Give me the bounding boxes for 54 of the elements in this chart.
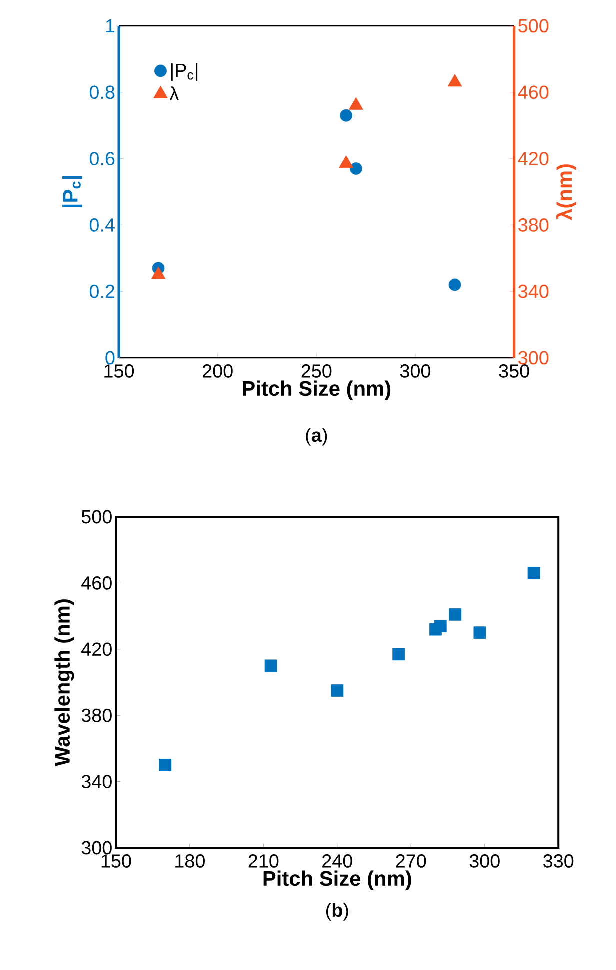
y-tick-label: 500 [82, 510, 112, 524]
legend-label: λ [170, 86, 179, 100]
point [340, 109, 352, 122]
y-tick-label: 340 [82, 775, 112, 788]
y-tick-label: 300 [82, 841, 112, 855]
x-tick-label: 210 [248, 854, 279, 868]
y-tick-label: 0.4 [90, 218, 115, 232]
point [448, 74, 462, 87]
legend-label: |P$_{c}$| [171, 63, 198, 82]
y-tick-label: 420 [81, 642, 112, 656]
y-tick-label: 0.2 [90, 284, 114, 298]
y-axis-title: |P$_{c}$| [62, 176, 82, 208]
y-tick-label: 0 [106, 351, 115, 365]
x-tick-label: 250 [302, 364, 332, 378]
x-tick-label: 150 [104, 364, 134, 378]
point [331, 684, 344, 697]
point [392, 648, 405, 661]
point [151, 266, 166, 280]
point [449, 608, 462, 621]
x-tick-label: 240 [322, 854, 352, 868]
text: (b) [326, 903, 348, 921]
x-tick-label: 350 [499, 364, 530, 378]
point [350, 162, 362, 175]
point [474, 626, 486, 640]
y-axis-title: Wavelength (nm) [54, 600, 74, 766]
x-tick-label: 270 [396, 854, 426, 868]
x-tick-label: 180 [175, 854, 205, 868]
y2-tick-label: 460 [518, 86, 549, 100]
point [339, 156, 354, 168]
point [264, 660, 278, 672]
y2-tick-label: 500 [518, 19, 549, 33]
y-tick-label: 460 [81, 576, 112, 590]
x-tick-label: 300 [400, 364, 430, 378]
y2-tick-label: 420 [518, 152, 549, 166]
x-tick-label: 300 [470, 854, 500, 868]
x-axis-title: Pitch Size (nm) [264, 870, 412, 890]
y2-tick-label: 300 [518, 351, 549, 365]
point [434, 620, 447, 632]
point [448, 278, 462, 292]
x-tick-label: 150 [102, 854, 132, 868]
point [348, 97, 364, 110]
y2-axis-title: λ(nm) [556, 164, 576, 220]
y-tick-label: 380 [82, 708, 112, 722]
y-tick-label: 0.8 [90, 86, 115, 100]
x-tick-label: 200 [202, 364, 233, 378]
y2-tick-label: 380 [518, 218, 549, 232]
x-tick-label: 330 [543, 854, 574, 868]
y-tick-label: 0.6 [90, 152, 115, 166]
y2-tick-label: 340 [518, 284, 549, 298]
point [159, 759, 172, 772]
text: (a) [306, 428, 327, 446]
point [528, 567, 540, 580]
x-axis-title: Pitch Size (nm) [242, 380, 390, 400]
y-tick-label: 1 [106, 19, 114, 33]
